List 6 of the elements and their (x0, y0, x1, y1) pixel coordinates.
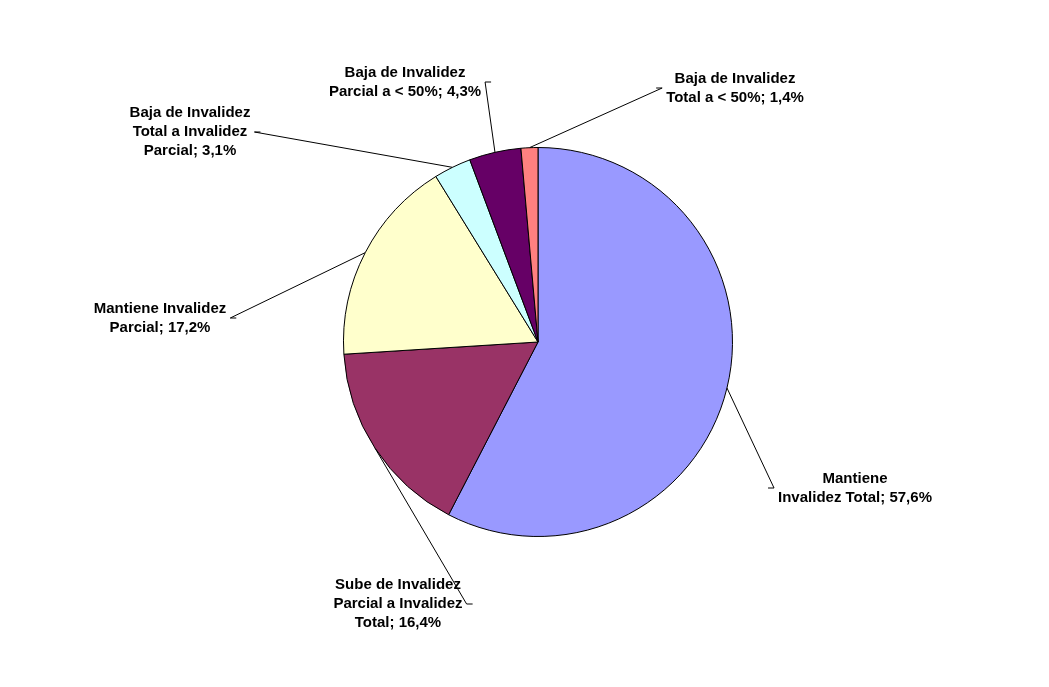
slice-label: Baja de Invalidez Total a < 50%; 1,4% (666, 68, 804, 105)
slice-label: Baja de Invalidez Parcial a < 50%; 4,3% (328, 62, 482, 99)
slice-label: Baja de Invalidez Total a Invalidez Parcial; 3,1% (129, 103, 251, 159)
slice-label: Mantiene Invalidez Parcial; 17,2% (93, 298, 227, 335)
slice-label: Mantiene Invalidez Total; 57,6% (778, 468, 932, 505)
slice-label: Sube de Invalidez Parcial a Invalidez Total; 16,4% (333, 575, 463, 631)
